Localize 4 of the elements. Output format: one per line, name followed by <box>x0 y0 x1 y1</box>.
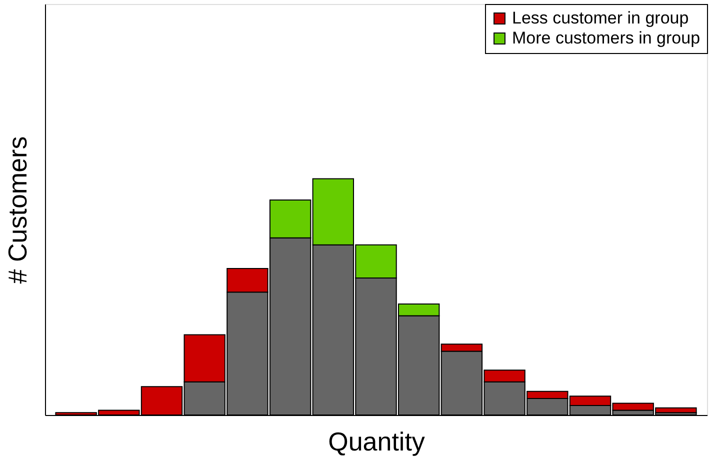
x-axis-title: Quantity <box>328 426 425 456</box>
legend-label: Less customer in group <box>512 8 689 28</box>
y-axis-title: # Customers <box>2 136 32 284</box>
legend-label: More customers in group <box>512 28 700 48</box>
